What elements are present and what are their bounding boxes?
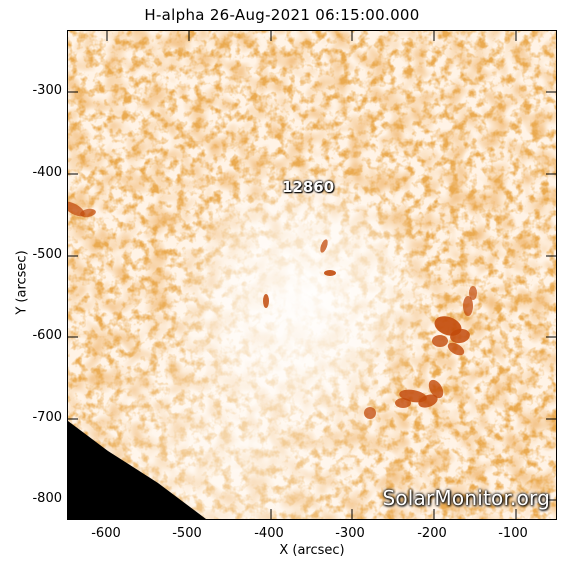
- x-tick-label: -400: [254, 526, 284, 541]
- watermark-text: SolarMonitor.org: [382, 486, 550, 510]
- plage-features: [68, 201, 477, 419]
- plage-blob: [463, 296, 473, 316]
- y-tick-label: -300: [32, 83, 62, 98]
- y-tick-label: -500: [32, 247, 62, 262]
- plage-blob: [395, 398, 411, 408]
- plage-blob: [447, 342, 465, 356]
- y-tick-label: -400: [32, 165, 62, 180]
- x-tick-label: -100: [498, 526, 528, 541]
- plage-blob: [432, 335, 448, 347]
- plage-blob: [320, 239, 328, 253]
- active-region-label: 12860: [282, 178, 335, 196]
- plage-blob: [324, 270, 336, 276]
- x-tick-label: -500: [172, 526, 202, 541]
- off-limb-region: [68, 421, 206, 519]
- plage-blob: [263, 294, 269, 308]
- solar-image-panel: [67, 30, 557, 520]
- x-tick-label: -600: [91, 526, 121, 541]
- x-tick-label: -300: [335, 526, 365, 541]
- x-tick-label: -200: [417, 526, 447, 541]
- plage-blob: [68, 201, 85, 217]
- y-tick-label: -800: [32, 491, 62, 506]
- y-axis-title: Y (arcsec): [14, 250, 30, 315]
- plage-blob: [80, 208, 96, 218]
- image-title: H-alpha 26-Aug-2021 06:15:00.000: [144, 6, 420, 24]
- solar-halpha-image: [68, 31, 556, 519]
- y-tick-label: -600: [32, 328, 62, 343]
- x-axis-title: X (arcsec): [279, 543, 345, 558]
- plage-blob: [450, 328, 470, 344]
- y-tick-label: -700: [32, 410, 62, 425]
- plage-blob: [418, 394, 438, 408]
- plage-blob: [469, 286, 477, 300]
- plage-blob: [428, 379, 444, 399]
- plage-blob: [364, 407, 376, 419]
